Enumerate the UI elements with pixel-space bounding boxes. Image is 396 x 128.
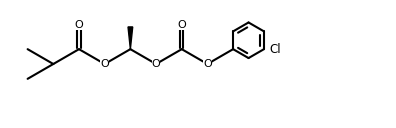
Text: O: O <box>74 20 84 30</box>
Polygon shape <box>128 27 133 49</box>
Text: O: O <box>152 59 160 69</box>
Text: O: O <box>100 59 109 69</box>
Text: O: O <box>203 59 212 69</box>
Text: Cl: Cl <box>269 43 281 56</box>
Text: O: O <box>177 20 186 30</box>
